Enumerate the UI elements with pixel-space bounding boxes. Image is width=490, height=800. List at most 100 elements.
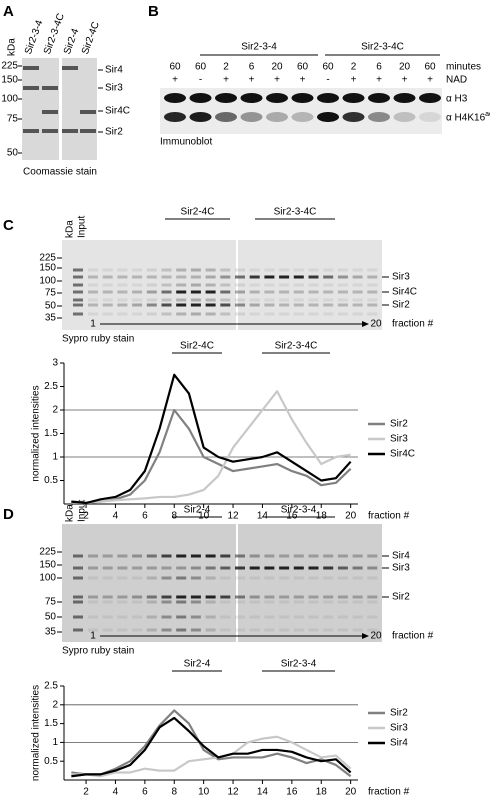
nad-value: + [172, 75, 178, 86]
gel-band [73, 268, 83, 272]
gel-band [249, 312, 260, 316]
panel-label: D [3, 506, 14, 523]
x-tick-label: 4 [113, 787, 119, 798]
blot-band [240, 112, 263, 122]
gel-band [88, 268, 98, 272]
gel-band [205, 576, 216, 580]
gel-band [117, 312, 128, 316]
caption: Coomassie stain [23, 167, 97, 178]
gel-band [293, 628, 304, 632]
x-tick-label: 10 [198, 787, 210, 798]
gel-band [323, 554, 334, 558]
group-label: Sir2-3-4 [281, 505, 317, 516]
gel-band [176, 554, 187, 558]
superscript: ac [485, 111, 490, 118]
gel-band [88, 566, 98, 570]
gel-band [132, 628, 143, 632]
fraction-end: 20 [370, 319, 382, 330]
gel-band [293, 595, 304, 599]
gel-band [117, 566, 128, 570]
gel-band [235, 312, 245, 316]
gel-band [308, 303, 319, 307]
gel-band [220, 298, 231, 302]
gel-band [42, 86, 58, 90]
band-label: Sir4C [392, 287, 417, 298]
gel-band [235, 275, 245, 279]
gel-band [176, 615, 187, 619]
x-tick-label: 20 [345, 787, 357, 798]
gel-band [117, 628, 128, 632]
gel-band [161, 576, 172, 580]
gel-band [264, 615, 275, 619]
gel-band [264, 303, 275, 307]
gel-band [190, 290, 201, 294]
y-tick-label: 0.5 [44, 756, 58, 767]
gel-band [249, 595, 260, 599]
gel-band [249, 576, 260, 580]
gel-band [132, 600, 143, 604]
gel-band [80, 129, 96, 133]
gel-band [293, 275, 304, 279]
mw-label: 75 [45, 288, 57, 299]
fraction-label: fraction # [392, 631, 434, 642]
gel-band [102, 615, 113, 619]
gel-band [176, 595, 187, 599]
gel-band [205, 595, 216, 599]
gel-band [249, 303, 260, 307]
minutes-value: 60 [424, 62, 436, 73]
x-tick-label: 12 [227, 787, 239, 798]
x-tick-label: 14 [257, 787, 269, 798]
gel-band [293, 576, 304, 580]
gel-band [190, 566, 201, 570]
gel-band [117, 298, 128, 302]
nad-value: + [249, 75, 255, 86]
gel-band [146, 298, 157, 302]
minutes-value: 6 [376, 62, 382, 73]
blot-band [291, 112, 314, 122]
fraction-end: 20 [370, 631, 382, 642]
gel-band [235, 595, 245, 599]
gel-band [132, 283, 143, 287]
gel-band [264, 290, 275, 294]
gel-band [161, 600, 172, 604]
gel-band [161, 298, 172, 302]
mw-label: 150 [39, 560, 56, 571]
gel-band [367, 303, 378, 307]
gel-band [337, 303, 348, 307]
gel-band [102, 290, 113, 294]
gel-band [146, 275, 157, 279]
y-tick-label: 1 [52, 452, 58, 463]
blot-band [266, 93, 288, 103]
group-label: Sir2-4C [181, 207, 215, 218]
nad-value: + [376, 75, 382, 86]
x-tick-label: 16 [286, 511, 298, 522]
gel-band [102, 275, 113, 279]
group-label: Sir2-4 [184, 505, 211, 516]
mw-label: 35 [45, 627, 57, 638]
mw-label: 75 [7, 114, 19, 125]
gel-band [190, 595, 201, 599]
gel-band [190, 283, 201, 287]
nad-value: + [427, 75, 433, 86]
gel-band [161, 268, 172, 272]
gel-band [73, 628, 83, 632]
kda-label: kDa [7, 38, 18, 56]
gel-band [88, 576, 98, 580]
y-axis-label: normalized intensities [31, 685, 42, 781]
gel-band [367, 595, 378, 599]
gel-band [205, 615, 216, 619]
gel-band [161, 554, 172, 558]
gel-band [132, 554, 143, 558]
group-label: Sir2-3-4C [361, 42, 404, 53]
gel-band [279, 290, 290, 294]
gel-band [323, 303, 334, 307]
gel-band [249, 554, 260, 558]
gel-band [42, 110, 58, 114]
gel-band [176, 275, 187, 279]
y-tick-label: 0.5 [44, 475, 58, 486]
gel-band [279, 566, 290, 570]
gel-band [367, 566, 378, 570]
gel-band [132, 275, 143, 279]
gel-band [146, 566, 157, 570]
gel-band [323, 312, 334, 316]
